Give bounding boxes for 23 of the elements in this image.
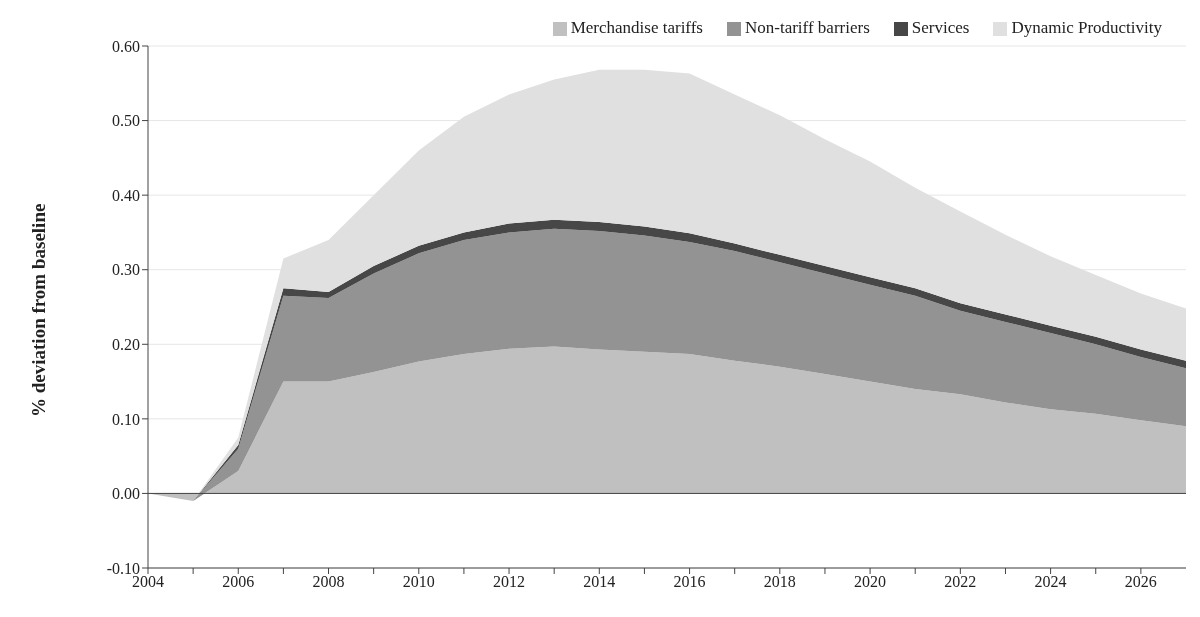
legend-label: Services: [911, 18, 970, 37]
y-tick-label: 0.50: [112, 112, 140, 130]
x-tick-label: 2012: [493, 573, 526, 591]
x-tick-label: 2016: [673, 573, 706, 591]
x-tick-label: 2020: [854, 573, 887, 591]
x-tick-label: 2018: [763, 573, 796, 591]
y-tick-label: 0.10: [112, 410, 140, 428]
y-tick-label: 0.30: [112, 261, 140, 279]
legend-label: Dynamic Productivity: [1011, 18, 1162, 37]
y-tick-label: 0.40: [112, 186, 140, 204]
x-tick-label: 2006: [222, 573, 255, 591]
x-tick-label: 2024: [1034, 573, 1067, 591]
x-tick-label: 2022: [944, 573, 977, 591]
y-tick-label: 0.00: [112, 485, 140, 503]
x-tick-label: 2008: [312, 573, 345, 591]
legend-label: Merchandise tariffs: [570, 18, 703, 37]
x-tick-label: 2026: [1124, 573, 1157, 591]
x-tick-label: 2014: [583, 573, 616, 591]
x-tick-label: 2010: [402, 573, 435, 591]
legend-label: Non-tariff barriers: [745, 18, 870, 37]
y-tick-label: 0.20: [112, 335, 140, 353]
y-axis-title: % deviation from baseline: [27, 203, 49, 417]
y-tick-label: 0.60: [112, 37, 140, 55]
